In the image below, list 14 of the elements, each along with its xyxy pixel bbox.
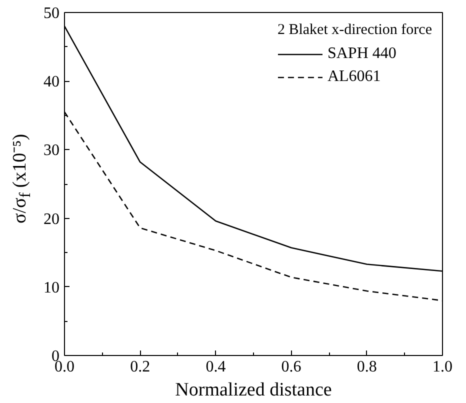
y-tick-label: 40 — [44, 74, 60, 91]
y-tick-label: 10 — [44, 279, 60, 296]
y-tick-label: 30 — [44, 142, 60, 160]
x-axis-title: Normalized distance — [175, 380, 332, 400]
legend-title: 2 Blaket x-direction force — [277, 22, 432, 39]
x-tick-label: 0.4 — [206, 358, 226, 376]
x-tick-label: 0.8 — [356, 358, 377, 376]
x-tick-label: 1.0 — [432, 358, 452, 376]
legend-label: SAPH 440 — [327, 45, 396, 63]
x-tick-label: 0.6 — [281, 358, 302, 376]
y-tick-label: 20 — [44, 210, 60, 228]
x-tick-label: 0.2 — [130, 358, 150, 376]
y-tick-label: 50 — [44, 5, 60, 22]
legend-label: AL6061 — [327, 68, 381, 86]
